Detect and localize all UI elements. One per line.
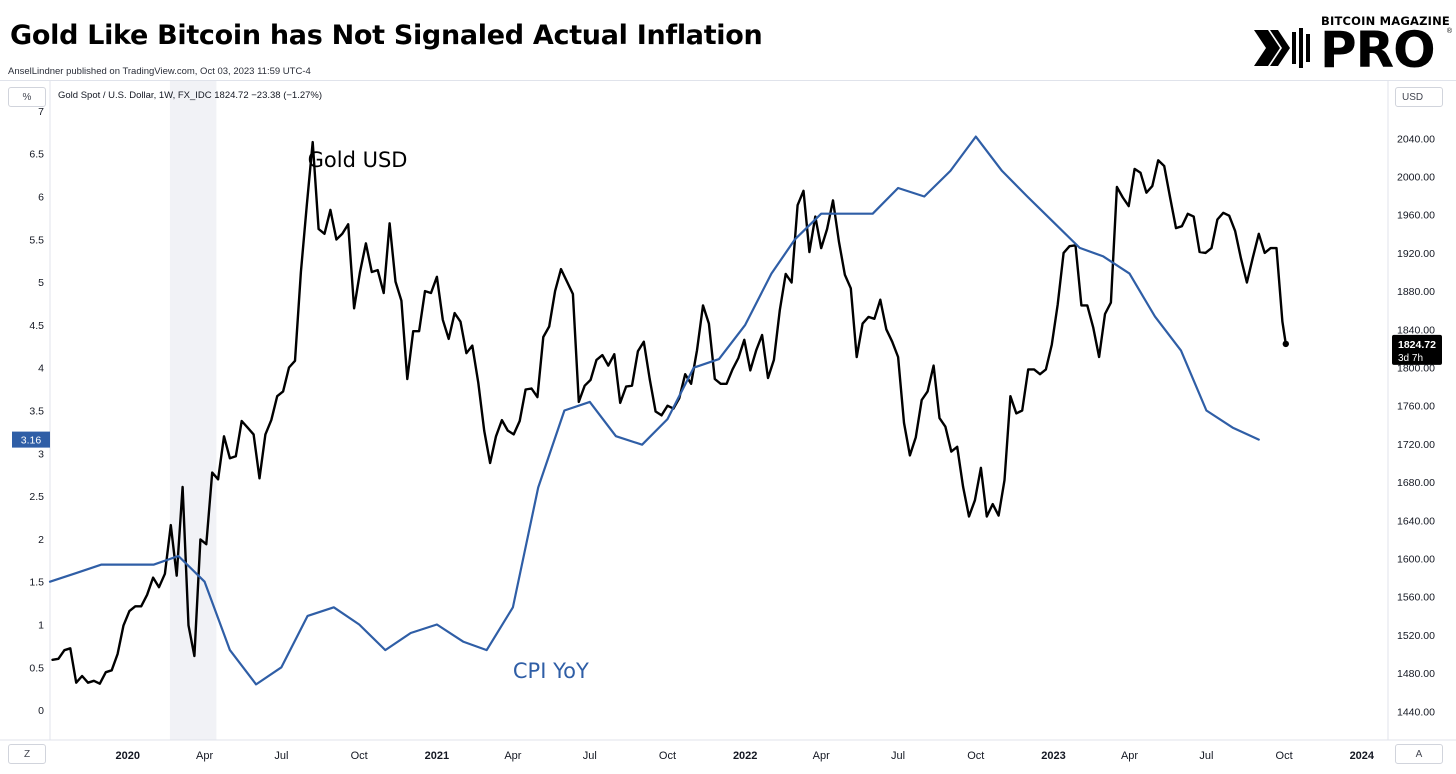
right-axis-tick-label: 1520.00 <box>1397 630 1435 642</box>
left-axis-tick-label: 2 <box>38 534 44 546</box>
left-axis-tick-label: 3 <box>38 448 44 460</box>
x-axis-tick-label: Jul <box>1199 750 1213 762</box>
left-axis-tick-label: 5.5 <box>29 234 44 246</box>
gold-usd-line <box>51 140 1287 685</box>
percent-scale-button[interactable]: % <box>8 87 46 107</box>
left-axis-tick-label: 4.5 <box>29 320 44 332</box>
x-axis-tick-label: Jul <box>274 750 288 762</box>
chart-frame[interactable]: 0 0.5 1 1.5 2 2.5 3 3.5 4 4.5 5 5.5 6 6.5 7 1440.00 148… <box>0 80 1456 770</box>
x-axis-tick-label: Apr <box>504 750 521 762</box>
right-axis-tick-label: 1720.00 <box>1397 439 1435 451</box>
left-axis-tick-label: 0.5 <box>29 662 44 674</box>
left-axis-tick-label: 4 <box>38 363 44 375</box>
right-axis-tick-label: 1800.00 <box>1397 363 1435 375</box>
bitcoin-magazine-pro-logo: BITCOIN MAGAZINE PRO ® <box>1252 8 1452 79</box>
left-axis-tick-label: 6.5 <box>29 149 44 161</box>
left-axis-tick-label: 1 <box>38 619 44 631</box>
cpi-current-value: 3.16 <box>21 435 42 447</box>
left-axis-tick-label: 1.5 <box>29 577 44 589</box>
x-axis-tick-label: Oct <box>1276 750 1293 762</box>
x-axis-tick-label: Jul <box>583 750 597 762</box>
right-axis-tick-label: 1960.00 <box>1397 210 1435 222</box>
left-axis-tick-label: 2.5 <box>29 491 44 503</box>
right-axis-tick-label: 1440.00 <box>1397 706 1435 718</box>
right-axis-tick-label: 1680.00 <box>1397 477 1435 489</box>
right-axis-tick-label: 1880.00 <box>1397 286 1435 298</box>
x-axis-tick-label: Oct <box>351 750 368 762</box>
logo-main-text: PRO <box>1320 21 1436 79</box>
price-badge <box>1392 334 1442 365</box>
right-axis-tick-label: 2000.00 <box>1397 172 1435 184</box>
logo-mark-icon <box>1254 28 1310 68</box>
logo-top-text: BITCOIN MAGAZINE <box>1321 14 1450 28</box>
right-axis-tick-label: 2040.00 <box>1397 133 1435 145</box>
right-axis-tick-label: 1840.00 <box>1397 324 1435 336</box>
cpi-yoy-line <box>48 135 1260 686</box>
series-annotation: Gold USD <box>308 148 408 172</box>
left-axis-tick-label: 3.5 <box>29 406 44 418</box>
logo-registered-mark: ® <box>1446 28 1452 35</box>
right-axis-tick-label: 1920.00 <box>1397 248 1435 260</box>
left-axis-tick-label: 7 <box>38 106 44 118</box>
price-badge-value: 1824.72 <box>1398 339 1436 351</box>
auto-scale-button[interactable]: A <box>1395 744 1443 764</box>
x-axis-tick-label: Apr <box>813 750 830 762</box>
series-annotation: CPI YoY <box>513 659 589 683</box>
highlight-band <box>169 81 217 740</box>
right-axis-tick-label: 1600.00 <box>1397 554 1435 566</box>
right-axis-tick-label: 1480.00 <box>1397 668 1435 680</box>
publish-info: AnselLindner published on TradingView.co… <box>8 66 311 77</box>
cpi-current-badge <box>12 431 50 448</box>
x-axis-tick-label: 2022 <box>733 750 757 762</box>
x-axis-tick-label: 2020 <box>115 750 139 762</box>
right-axis-tick-label: 1640.00 <box>1397 515 1435 527</box>
right-axis-tick-label: 1560.00 <box>1397 592 1435 604</box>
x-axis-tick-label: 2023 <box>1041 750 1065 762</box>
currency-scale-button[interactable]: USD <box>1395 87 1443 107</box>
left-axis-tick-label: 0 <box>38 705 44 717</box>
x-axis-tick-label: 2021 <box>425 750 449 762</box>
gold-last-point <box>1282 340 1289 348</box>
chart-canvas[interactable]: 0 0.5 1 1.5 2 2.5 3 3.5 4 4.5 5 5.5 6 6.5 7 1440.00 148… <box>0 80 1456 770</box>
x-axis-tick-label: Jul <box>891 750 905 762</box>
left-axis-tick-label: 6 <box>38 192 44 204</box>
chart-title: Gold Like Bitcoin has Not Signaled Actua… <box>10 20 763 51</box>
x-axis-tick-label: Oct <box>659 750 676 762</box>
x-axis-tick-label: Oct <box>967 750 984 762</box>
x-axis-tick-label: Apr <box>1121 750 1138 762</box>
left-axis-tick-label: 5 <box>38 277 44 289</box>
x-axis-tick-label: 2024 <box>1350 750 1375 762</box>
price-badge-countdown: 3d 7h <box>1398 353 1423 364</box>
instrument-legend: Gold Spot / U.S. Dollar, 1W, FX_IDC 1824… <box>58 90 323 101</box>
right-axis-tick-label: 1760.00 <box>1397 401 1435 413</box>
zoom-button[interactable]: Z <box>8 744 46 764</box>
x-axis-tick-label: Apr <box>196 750 213 762</box>
